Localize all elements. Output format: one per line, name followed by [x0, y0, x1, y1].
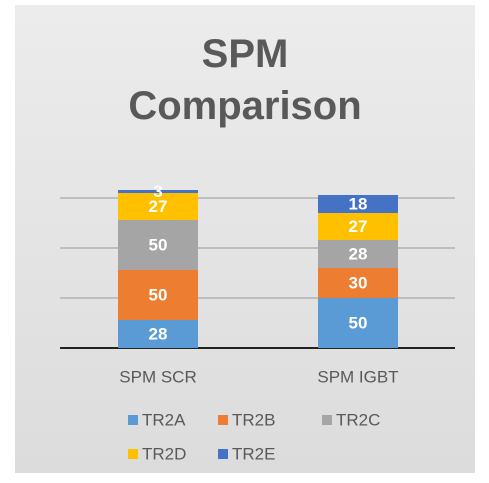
bar-segment: [318, 213, 398, 240]
legend-label: TR2D: [142, 444, 186, 463]
data-label: 30: [349, 273, 368, 292]
bar-segment: [118, 220, 198, 270]
data-label: 28: [149, 324, 168, 343]
legend-swatch: [128, 415, 138, 425]
data-label: 18: [349, 194, 368, 213]
legend-swatch: [322, 415, 332, 425]
legend-swatch: [128, 449, 138, 459]
legend-label: TR2C: [336, 410, 380, 429]
legend-swatch: [218, 449, 228, 459]
bar-segment: [118, 320, 198, 348]
bar-segment: [318, 298, 398, 348]
data-label: 27: [149, 197, 168, 216]
data-label: 50: [149, 235, 168, 254]
legend-label: TR2A: [142, 410, 186, 429]
data-label: 27: [349, 217, 368, 236]
chart-area: [15, 5, 475, 473]
x-tick-label: SPM SCR: [119, 367, 196, 386]
bar-segment: [118, 190, 198, 193]
bar-segment: [318, 240, 398, 268]
bar-segment: [118, 193, 198, 220]
data-label: 50: [349, 313, 368, 332]
bar-segment: [318, 195, 398, 213]
chart-title: SPM Comparison: [128, 32, 362, 128]
x-tick-label: SPM IGBT: [317, 367, 398, 386]
bar-segment: [118, 270, 198, 320]
bar-segment: [318, 268, 398, 298]
legend-label: TR2E: [232, 444, 275, 463]
data-label: 50: [149, 285, 168, 304]
data-label: 3: [153, 182, 162, 201]
legend-label: TR2B: [232, 410, 275, 429]
data-label: 28: [349, 244, 368, 263]
legend-swatch: [218, 415, 228, 425]
